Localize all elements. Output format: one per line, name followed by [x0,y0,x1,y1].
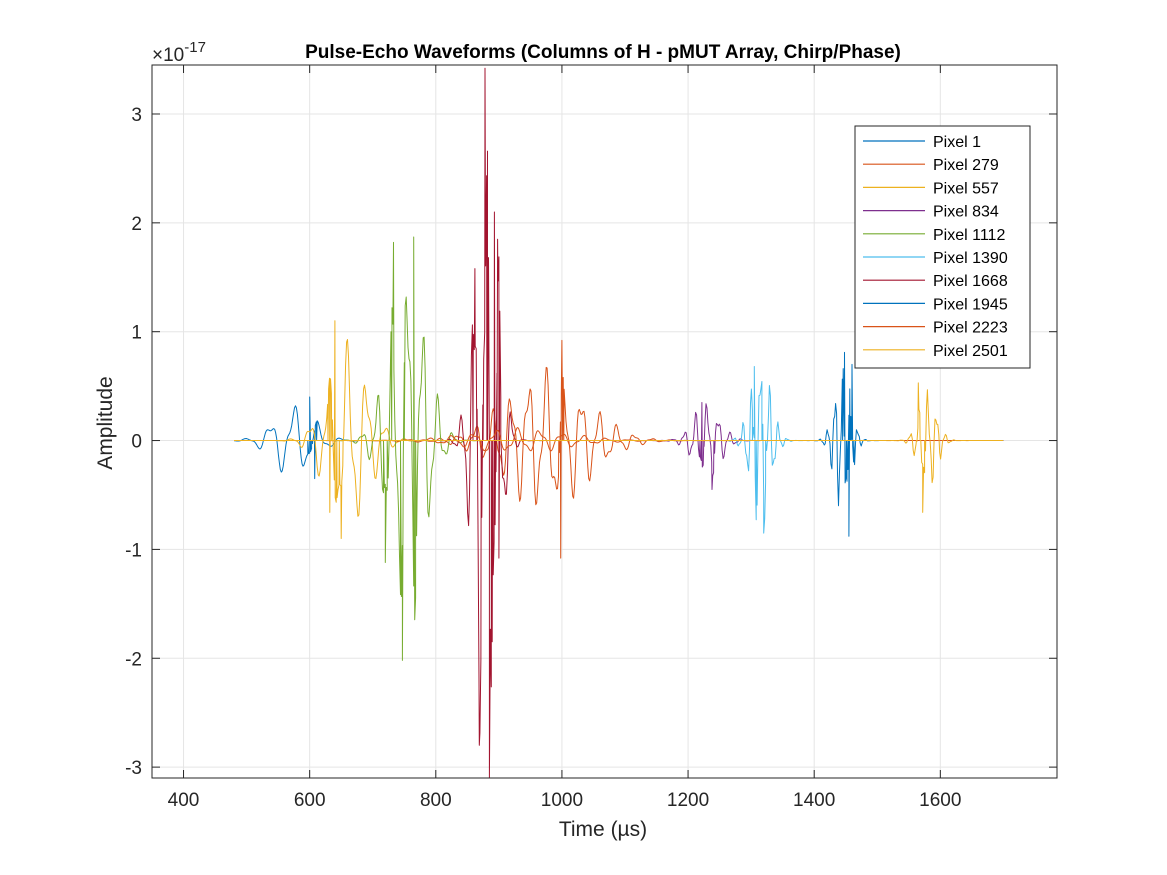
legend-entry: Pixel 1 [933,134,981,151]
y-tick-label: -3 [125,758,142,779]
y-tick-label: -1 [125,540,142,561]
y-tick-label: -2 [125,649,142,670]
y-exponent-label: ×10-17 [152,39,206,66]
legend-entry: Pixel 557 [933,180,999,197]
legend-entry: Pixel 2223 [933,320,1008,337]
chart-title: Pulse-Echo Waveforms (Columns of H - pMU… [305,42,901,63]
legend-entry: Pixel 2501 [933,343,1008,360]
x-tick-label: 1400 [793,790,835,811]
legend: Pixel 1 Pixel 279 Pixel 557 Pixel 834 Pixel … [854,125,1031,369]
legend-entry: Pixel 1945 [933,296,1008,313]
y-tick-label: 2 [131,214,142,235]
legend-entry: Pixel 1112 [933,227,1005,244]
x-tick-label: 1200 [667,790,709,811]
series-line-10 [234,382,1004,513]
axes-box [151,64,1058,779]
x-tick-label: 400 [168,790,200,811]
y-tick-label: 1 [131,323,142,344]
legend-entry: Pixel 834 [933,204,999,221]
x-tick-label: 800 [420,790,452,811]
y-tick-label: 3 [131,105,142,126]
x-tick-label: 1600 [919,790,961,811]
x-tick-label: 600 [294,790,326,811]
y-tick-label: 0 [131,432,142,453]
y-exponent-value: -17 [184,39,206,56]
legend-entry: Pixel 279 [933,157,999,174]
series-layer [234,67,1004,778]
y-axis-label: Amplitude [94,376,117,469]
x-axis-label: Time (µs) [559,818,647,841]
x-tick-label: 1000 [541,790,583,811]
legend-box [854,125,1031,369]
legend-entry: Pixel 1668 [933,273,1008,290]
axis-ticks: 400 600 800 1000 1200 1400 1600 -3 -2 -1 0 1 2 3 [125,65,1057,811]
legend-entry: Pixel 1390 [933,250,1008,267]
